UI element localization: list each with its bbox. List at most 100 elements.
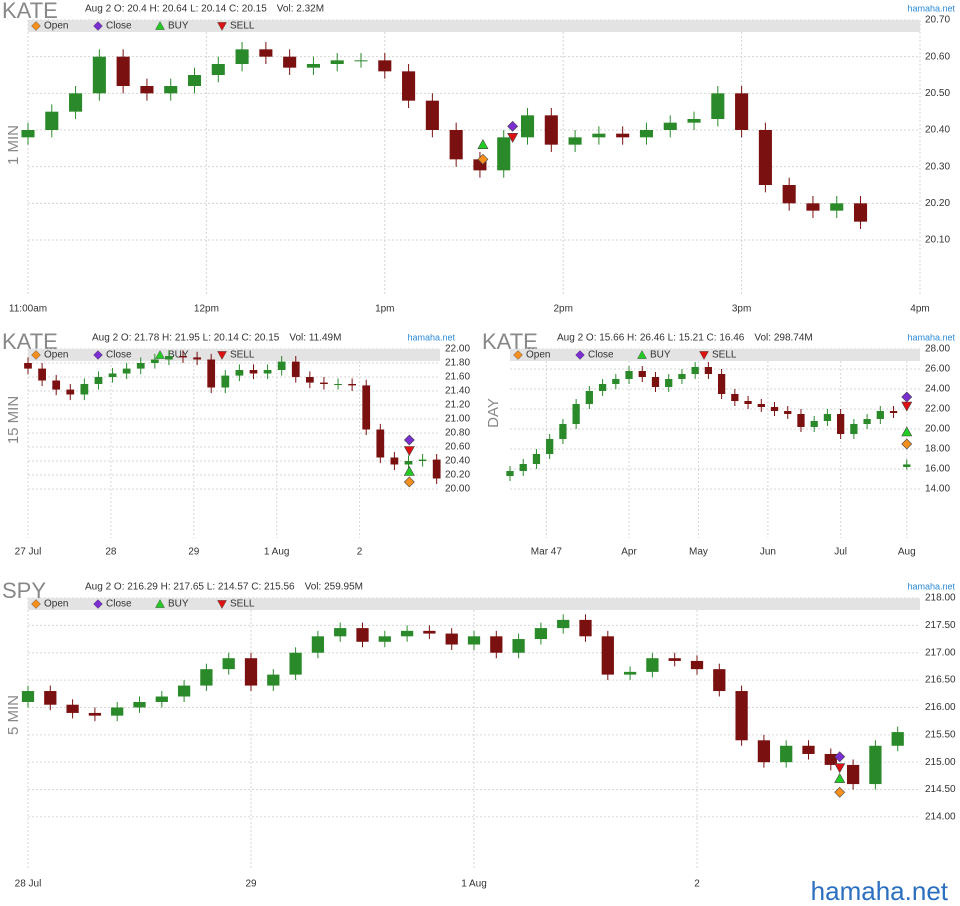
candle-body <box>544 115 558 145</box>
candle-body <box>259 49 273 57</box>
y-tick-label: 218.00 <box>925 593 956 604</box>
signal-marker <box>507 133 519 143</box>
candle-body <box>837 414 845 434</box>
candle-body <box>362 385 371 430</box>
candle-body <box>432 459 441 479</box>
candle-body <box>21 691 35 702</box>
legend-marker <box>217 351 227 361</box>
candle-body <box>150 359 159 363</box>
candle-body <box>572 404 580 424</box>
signal-marker <box>403 465 415 476</box>
candle-body <box>66 704 79 713</box>
candle-body <box>267 674 280 686</box>
candle-body <box>863 419 871 424</box>
candle-body <box>400 630 414 637</box>
candle-body <box>891 732 904 746</box>
y-tick-label: 20.80 <box>445 428 470 439</box>
legend-label: Open <box>44 21 68 32</box>
candle-body <box>423 630 436 634</box>
candle-body <box>846 764 860 785</box>
candle-body <box>449 130 463 160</box>
candle-body <box>140 86 154 94</box>
volume: Vol: 298.74M <box>754 333 812 344</box>
y-tick-label: 217.00 <box>925 647 956 658</box>
legend-label: Close <box>106 350 132 361</box>
candle-body <box>289 652 302 675</box>
chart-panel: KATE Aug 2 O: 20.4 H: 20.64 L: 20.14 C: 2… <box>2 0 955 315</box>
candle-body <box>665 379 673 387</box>
candle-body <box>592 133 606 138</box>
candle-body <box>235 49 249 64</box>
candle-body <box>94 377 103 384</box>
candle-body <box>568 137 582 145</box>
candle-body <box>797 414 805 427</box>
chart-panel: SPY Aug 2 O: 216.29 H: 217.65 L: 214.57 C… <box>2 578 956 890</box>
candle-body <box>45 111 59 130</box>
candle-body <box>490 636 503 653</box>
candle-body <box>497 137 511 171</box>
candle-body <box>601 636 614 675</box>
candle-body <box>122 368 131 374</box>
legend-label: Open <box>44 599 68 610</box>
y-tick-label: 16.00 <box>925 464 950 475</box>
candle-body <box>356 628 369 642</box>
candle-body <box>311 636 325 653</box>
y-tick-label: 22.00 <box>445 344 470 355</box>
candle-body <box>546 439 554 454</box>
candle-body <box>390 457 399 465</box>
signal-marker <box>901 401 913 412</box>
legend-marker <box>31 599 41 609</box>
candle-body <box>557 619 570 629</box>
candle-body <box>853 203 868 222</box>
candle-body <box>133 701 146 708</box>
candle-body <box>108 373 117 377</box>
candle-body <box>623 671 637 675</box>
candle-body <box>830 203 844 211</box>
candle-body <box>21 130 35 138</box>
candle-body <box>612 379 620 384</box>
x-tick-label: Aug <box>898 547 916 558</box>
candle-body <box>92 56 106 94</box>
chart-panel: KATE Aug 2 O: 15.66 H: 26.46 L: 15.21 C: … <box>482 329 955 558</box>
candle-body <box>244 658 258 686</box>
candle-body <box>88 712 102 716</box>
legend-label: Close <box>106 599 132 610</box>
candle-body <box>731 394 739 401</box>
symbol: KATE <box>2 0 58 23</box>
y-tick-label: 20.00 <box>445 484 470 495</box>
x-tick-label: 11:00am <box>9 304 47 315</box>
x-tick-label: Jun <box>760 547 776 558</box>
y-tick-label: 217.50 <box>925 620 956 631</box>
candle-body <box>869 745 882 785</box>
candle-body <box>378 60 392 72</box>
candle-body <box>187 75 202 86</box>
candle-body <box>757 404 765 407</box>
legend-label: SELL <box>230 350 255 361</box>
y-tick-label: 20.50 <box>925 88 950 99</box>
candle-body <box>780 745 793 763</box>
signal-marker <box>477 139 489 149</box>
legend-marker <box>31 350 41 360</box>
legend-label: BUY <box>168 599 189 610</box>
candle-body <box>193 357 201 360</box>
candle-body <box>222 658 235 670</box>
volume: Vol: 11.49M <box>289 333 341 344</box>
x-tick-label: 28 <box>105 547 117 558</box>
candle-body <box>668 658 681 661</box>
volume: Vol: 259.95M <box>305 582 363 593</box>
candle-body <box>116 56 130 86</box>
candle-body <box>784 411 792 414</box>
x-tick-label: Apr <box>621 547 637 558</box>
legend-label: Open <box>44 350 68 361</box>
signal-marker <box>507 120 519 132</box>
candle-body <box>66 389 75 395</box>
candle-body <box>717 374 726 394</box>
legend-label: Close <box>588 350 614 361</box>
candle-body <box>646 658 659 672</box>
candle-body <box>24 363 32 369</box>
candle-body <box>404 461 413 465</box>
candle-body <box>690 660 704 670</box>
y-tick-label: 20.20 <box>925 198 950 209</box>
candle-body <box>735 93 749 130</box>
legend-label: Close <box>106 21 132 32</box>
